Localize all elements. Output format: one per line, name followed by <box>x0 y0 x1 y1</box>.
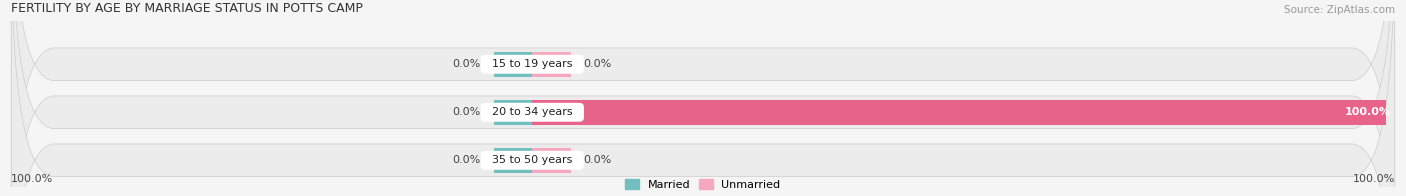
Bar <box>494 100 533 125</box>
Text: 20 to 34 years: 20 to 34 years <box>485 107 579 117</box>
Text: 100.0%: 100.0% <box>1344 107 1391 117</box>
Bar <box>533 148 571 173</box>
Text: 100.0%: 100.0% <box>11 174 53 184</box>
Text: 0.0%: 0.0% <box>583 59 612 69</box>
Text: 0.0%: 0.0% <box>453 107 481 117</box>
Bar <box>533 52 571 77</box>
Bar <box>533 100 1386 125</box>
Text: 15 to 19 years: 15 to 19 years <box>485 59 579 69</box>
Legend: Married, Unmarried: Married, Unmarried <box>621 175 785 194</box>
Bar <box>494 148 533 173</box>
Text: Source: ZipAtlas.com: Source: ZipAtlas.com <box>1284 5 1395 15</box>
Bar <box>494 52 533 77</box>
Text: 100.0%: 100.0% <box>1353 174 1395 184</box>
Text: 35 to 50 years: 35 to 50 years <box>485 155 579 165</box>
Text: FERTILITY BY AGE BY MARRIAGE STATUS IN POTTS CAMP: FERTILITY BY AGE BY MARRIAGE STATUS IN P… <box>11 2 363 15</box>
Text: 0.0%: 0.0% <box>583 155 612 165</box>
Text: 0.0%: 0.0% <box>453 59 481 69</box>
FancyBboxPatch shape <box>11 0 1395 196</box>
Text: 0.0%: 0.0% <box>453 155 481 165</box>
FancyBboxPatch shape <box>11 0 1395 196</box>
FancyBboxPatch shape <box>11 0 1395 196</box>
